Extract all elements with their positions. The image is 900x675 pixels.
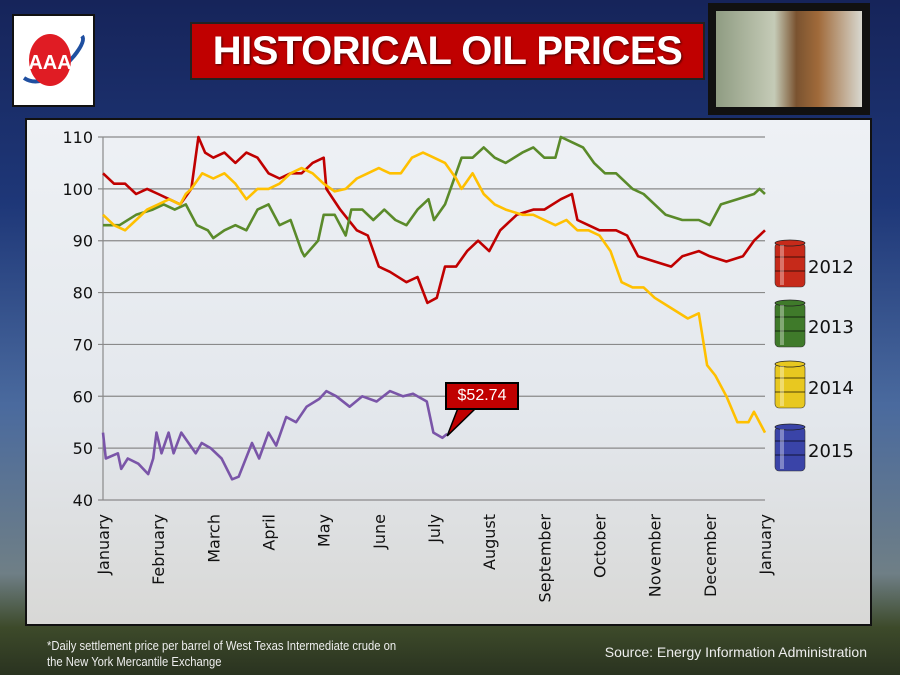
barrel-lid [774,239,806,247]
barrel-lid [774,299,806,307]
x-tick-label: July [425,514,444,544]
source-note: Source: Energy Information Administratio… [604,644,867,660]
x-tick-label: May [315,514,334,547]
y-tick-label: 110 [62,128,93,147]
y-tick-label: 40 [73,491,93,510]
x-tick-label: March [204,514,223,563]
x-tick-label: September [535,514,554,603]
aaa-logo-graphic: AAA [22,34,85,86]
y-tick-label: 80 [73,284,93,303]
y-tick-label: 90 [73,232,93,251]
x-tick-label: January [756,514,775,576]
series-line-2013 [103,135,766,258]
footnote-line-2: the New York Mercantile Exchange [47,655,222,669]
barrel-shine [780,429,784,469]
barrel-lid [774,423,806,431]
y-tick-label: 100 [62,180,93,199]
x-tick-label: October [591,514,610,578]
x-tick-label: November [646,514,665,598]
legend-label: 2013 [808,317,854,338]
series-line-2015 [101,389,449,481]
x-tick-label: April [260,514,279,551]
y-tick-label: 70 [73,335,93,354]
barrel-icon [774,302,806,348]
page-title: HISTORICAL OIL PRICES [190,22,705,80]
svg-text:AAA: AAA [28,52,71,74]
dollar-oil-barrel-image [708,3,870,115]
legend-label: 2012 [808,257,854,278]
series-line-2012 [102,135,766,305]
aaa-logo: AAA [12,14,95,107]
x-tick-label: January [94,514,113,576]
x-tick-label: June [370,514,389,550]
x-tick-label: February [149,514,168,585]
legend-label: 2014 [808,378,854,399]
chart-panel [25,118,872,626]
barrel-shine [780,305,784,345]
legend-label: 2015 [808,441,854,462]
footnote-line-1: *Daily settlement price per barrel of We… [47,639,397,653]
barrel-icon [774,426,806,472]
y-tick-label: 50 [73,439,93,458]
callout-pointer [446,407,478,437]
y-tick-label: 60 [73,387,93,406]
x-tick-label: August [480,514,499,570]
barrel-icon [774,242,806,288]
footnote: *Daily settlement price per barrel of We… [47,638,396,670]
barrel-shine [780,245,784,285]
current-price-callout: $52.74 [445,382,519,410]
barrel-shine [780,366,784,406]
x-tick-label: December [701,514,720,597]
series-line-2014 [102,151,767,434]
barrel-lid [774,360,806,368]
barrel-icon [774,363,806,409]
